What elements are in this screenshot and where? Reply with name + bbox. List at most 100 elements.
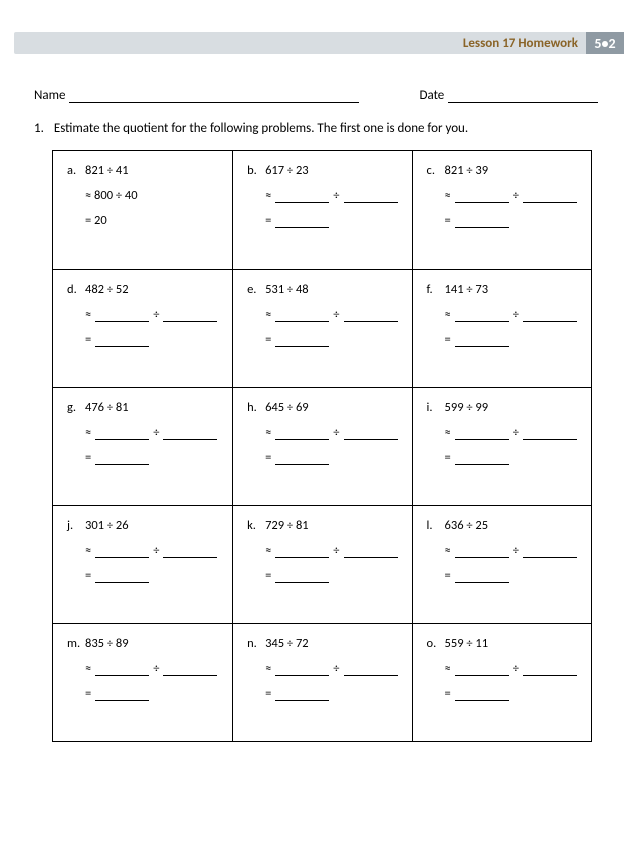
result-line: = [247,213,397,228]
problem-cell: l.636 ÷ 25≈÷= [412,505,591,623]
blank-dividend[interactable] [95,427,149,440]
blank-divisor[interactable] [163,663,217,676]
blank-dividend[interactable] [275,309,329,322]
problem-cell: f.141 ÷ 73≈÷= [412,269,591,387]
problem-cell: j.301 ÷ 26≈÷= [53,505,232,623]
problem-cell: k.729 ÷ 81≈÷= [232,505,411,623]
instruction-row: 1. Estimate the quotient for the followi… [34,121,604,136]
problem-cell: e.531 ÷ 48≈÷= [232,269,411,387]
approx-line: ≈÷ [247,425,397,440]
blank-dividend[interactable] [275,427,329,440]
result-line: = 20 [67,213,218,228]
problem-expression: e.531 ÷ 48 [247,282,397,297]
blank-divisor[interactable] [163,545,217,558]
problem-expression: a.821 ÷ 41 [67,163,218,178]
problem-cell: b.617 ÷ 23≈÷= [232,151,411,269]
problem-row: d.482 ÷ 52≈÷=e.531 ÷ 48≈÷=f.141 ÷ 73≈÷= [53,269,591,387]
result-line: = [427,332,577,347]
name-label: Name [34,88,65,103]
blank-result[interactable] [275,334,329,347]
blank-divisor[interactable] [523,309,577,322]
approx-line: ≈÷ [427,425,577,440]
result-line: = [427,213,577,228]
problem-cell: n.345 ÷ 72 ≈÷ = [232,623,411,741]
blank-dividend[interactable] [455,309,509,322]
name-input-line[interactable] [69,102,359,103]
module-badge: 5•2 [586,32,624,54]
problem-expression: n.345 ÷ 72 [247,636,397,651]
date-label: Date [419,88,444,103]
blank-result[interactable] [275,452,329,465]
result-line: = [247,332,397,347]
header-title-bar: Lesson 17 Homework [14,32,586,54]
result-line: = [427,450,577,465]
blank-divisor[interactable] [344,190,398,203]
problem-expression: d.482 ÷ 52 [67,282,218,297]
blank-divisor[interactable] [523,545,577,558]
date-input-line[interactable] [448,102,598,103]
blank-result[interactable] [95,452,149,465]
problem-cell: d.482 ÷ 52 ≈÷ = [53,269,232,387]
problem-expression: i.599 ÷ 99 [427,400,577,415]
blank-result[interactable] [455,215,509,228]
blank-result[interactable] [455,688,509,701]
blank-divisor[interactable] [344,545,398,558]
blank-divisor[interactable] [523,427,577,440]
blank-dividend[interactable] [455,545,509,558]
result-line: = [67,450,218,465]
problem-cell: m.835 ÷ 89≈÷= [53,623,232,741]
blank-dividend[interactable] [455,427,509,440]
approx-line: ≈÷ [67,543,218,558]
approx-line: ≈÷ [67,307,218,322]
blank-dividend[interactable] [95,545,149,558]
blank-divisor[interactable] [344,309,398,322]
instruction-text: Estimate the quotient for the following … [54,121,468,136]
result-line: = [247,450,397,465]
result-line: = [67,332,218,347]
blank-dividend[interactable] [95,309,149,322]
approx-line: ≈ 800 ÷ 40 [67,188,218,203]
blank-result[interactable] [455,570,509,583]
blank-divisor[interactable] [523,190,577,203]
problem-expression: c.821 ÷ 39 [427,163,577,178]
blank-dividend[interactable] [275,190,329,203]
blank-divisor[interactable] [163,427,217,440]
blank-result[interactable] [95,570,149,583]
problem-expression: k.729 ÷ 81 [247,518,397,533]
blank-divisor[interactable] [344,427,398,440]
problem-expression: f.141 ÷ 73 [427,282,577,297]
problem-expression: b.617 ÷ 23 [247,163,397,178]
problem-expression: g.476 ÷ 81 [67,400,218,415]
approx-line: ≈÷ [427,188,577,203]
blank-result[interactable] [275,215,329,228]
blank-divisor[interactable] [344,663,398,676]
result-line: = [247,686,397,701]
problem-cell: g.476 ÷ 81 ≈÷ = [53,387,232,505]
blank-dividend[interactable] [95,663,149,676]
blank-divisor[interactable] [523,663,577,676]
blank-result[interactable] [275,570,329,583]
approx-line: ≈÷ [67,661,218,676]
result-line: = [427,568,577,583]
problem-cell: i.599 ÷ 99 ≈÷ = [412,387,591,505]
name-date-row: Name Date [34,88,604,103]
problem-expression: m.835 ÷ 89 [67,636,218,651]
problem-row: m.835 ÷ 89 ≈÷ =n.345 ÷ 72 ≈÷ =o.559 ÷ 11≈÷= [53,623,591,741]
blank-dividend[interactable] [275,663,329,676]
blank-dividend[interactable] [455,663,509,676]
blank-result[interactable] [455,334,509,347]
approx-line: ≈÷ [247,661,397,676]
approx-line: ≈÷ [427,543,577,558]
blank-result[interactable] [455,452,509,465]
blank-result[interactable] [95,688,149,701]
blank-divisor[interactable] [163,309,217,322]
problem-cell: c.821 ÷ 39 ≈÷ = [412,151,591,269]
blank-result[interactable] [275,688,329,701]
page-content: Name Date 1. Estimate the quotient for t… [0,88,638,742]
blank-dividend[interactable] [455,190,509,203]
approx-line: ≈÷ [67,425,218,440]
approx-line: ≈÷ [247,543,397,558]
blank-result[interactable] [95,334,149,347]
blank-dividend[interactable] [275,545,329,558]
problem-cell: o.559 ÷ 11≈÷= [412,623,591,741]
